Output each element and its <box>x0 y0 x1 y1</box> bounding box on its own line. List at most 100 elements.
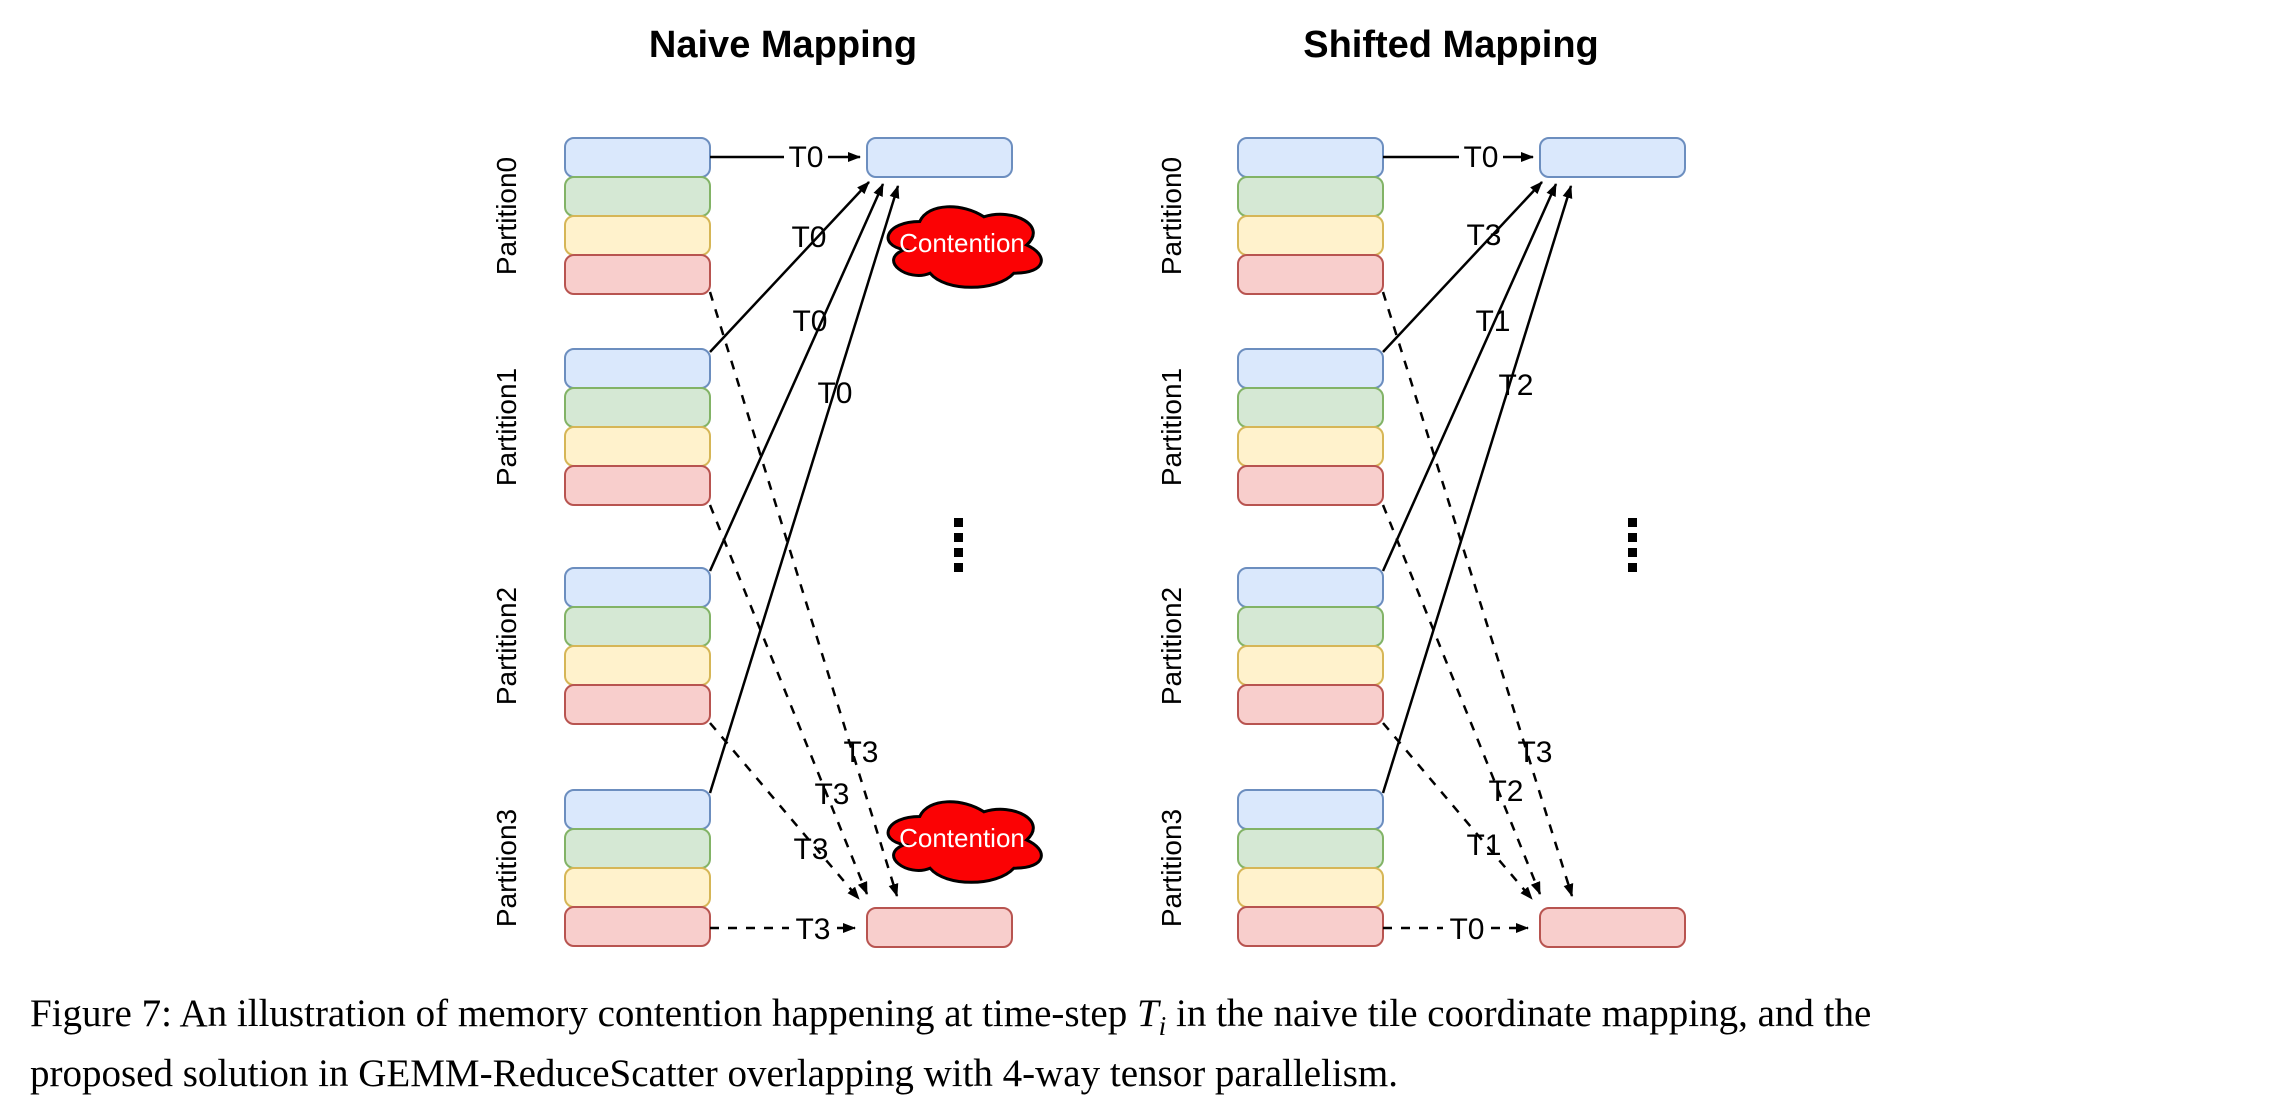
naive-partition3-label: Partition3 <box>491 809 522 927</box>
tile-p2-yellow <box>564 645 711 686</box>
tile-p3-green <box>1237 828 1384 869</box>
tile-p0-yellow <box>564 215 711 256</box>
naive-partition3-tiles <box>564 789 711 947</box>
tile-p1-yellow <box>1237 426 1384 467</box>
naive-top-label-1: T0 <box>791 221 826 254</box>
caption-text-prefix: Figure 7: An illustration of memory cont… <box>30 992 1137 1035</box>
tile-p1-blue <box>564 348 711 389</box>
tile-p3-blue <box>1237 789 1384 830</box>
shifted-arrow-p2-top <box>1381 183 1558 572</box>
shifted-dest-tile-top <box>1539 137 1686 178</box>
naive-partition1-label: Partition1 <box>491 368 522 486</box>
shifted-ellipsis-icon <box>1628 518 1637 572</box>
tile-p0-blue <box>564 137 711 178</box>
shifted-top-label-0: T0 <box>1463 141 1498 174</box>
figure-caption: Figure 7: An illustration of memory cont… <box>30 990 2260 1098</box>
naive-arrow-p1-bottom <box>708 504 869 895</box>
tile-p3-yellow <box>564 867 711 908</box>
ellipsis-dot <box>954 563 963 572</box>
naive-top-label-3: T0 <box>817 377 852 410</box>
tile-p2-blue <box>1237 567 1384 608</box>
cloud-shape-icon <box>886 800 1043 884</box>
naive-partition2-tiles <box>564 567 711 725</box>
shifted-arrow-p3-top <box>1381 185 1573 794</box>
tile-p1-red <box>564 465 711 506</box>
tile-p0-blue <box>1237 137 1384 178</box>
naive-bottom-label-1: T3 <box>814 778 849 811</box>
tile-p0-yellow <box>1237 215 1384 256</box>
tile-p3-yellow <box>1237 867 1384 908</box>
naive-dest-tile-top <box>866 137 1013 178</box>
shifted-bottom-label-0: T3 <box>1517 736 1552 769</box>
shifted-top-label-2: T1 <box>1475 305 1510 338</box>
shifted-arrow-p1-top <box>1382 181 1543 353</box>
naive-t0-label-mask <box>784 141 828 171</box>
contention-cloud-bottom: Contention <box>886 800 1043 884</box>
ellipsis-dot <box>1628 563 1637 572</box>
tile-p2-green <box>564 606 711 647</box>
ellipsis-dot <box>1628 548 1637 557</box>
shifted-partition3-tiles <box>1237 789 1384 947</box>
tile-p3-red <box>564 906 711 947</box>
caption-line1: Figure 7: An illustration of memory cont… <box>30 992 1872 1041</box>
naive-dest-tile-bottom <box>866 907 1013 948</box>
tile-p1-blue <box>1237 348 1384 389</box>
contention-cloud-top: Contention <box>886 205 1043 289</box>
shifted-partition0-tiles <box>1237 137 1384 295</box>
naive-bottom-label-3: T3 <box>795 913 830 946</box>
tile-p2-blue <box>564 567 711 608</box>
caption-math-subscript: i <box>1158 1010 1167 1041</box>
shifted-arrow-p1-bottom <box>1381 504 1542 895</box>
shifted-partition3-label: Partition3 <box>1156 809 1187 927</box>
figure-canvas: Naive Mapping Partition0 Partition1 Part… <box>491 24 1686 948</box>
naive-partition0-label: Partition0 <box>491 157 522 275</box>
contention-bottom-label: Contention <box>899 823 1025 853</box>
naive-mapping-diagram: Naive Mapping Partition0 Partition1 Part… <box>491 24 1043 948</box>
shifted-title: Shifted Mapping <box>1303 24 1599 66</box>
cloud-shape-icon <box>886 205 1043 289</box>
tile-p0-red <box>1237 254 1384 295</box>
shifted-mapping-diagram: Shifted Mapping Partition0 Partition1 Pa… <box>1156 24 1686 948</box>
tile-p3-green <box>564 828 711 869</box>
shifted-partition0-label: Partition0 <box>1156 157 1187 275</box>
tile-p0-green <box>1237 176 1384 217</box>
tile-p2-red <box>564 684 711 725</box>
ellipsis-dot <box>954 518 963 527</box>
tile-p0-green <box>564 176 711 217</box>
shifted-partition1-label: Partition1 <box>1156 368 1187 486</box>
naive-partition0-tiles <box>564 137 711 295</box>
shifted-partition2-label: Partition2 <box>1156 587 1187 705</box>
tile-p1-red <box>1237 465 1384 506</box>
naive-bottom-label-0: T3 <box>843 736 878 769</box>
shifted-bottom-label-2: T1 <box>1466 829 1501 862</box>
tile-p3-red <box>1237 906 1384 947</box>
naive-arrow-p2-bottom <box>709 722 860 900</box>
caption-line2: proposed solution in GEMM-ReduceScatter … <box>30 1051 1398 1095</box>
shifted-arrow-p2-bottom <box>1382 722 1533 900</box>
shifted-dest-tile-bottom <box>1539 907 1686 948</box>
naive-arrow-p3-top <box>708 185 900 794</box>
tile-p2-red <box>1237 684 1384 725</box>
contention-top-label: Contention <box>899 228 1025 258</box>
naive-arrow-p0-bottom <box>708 291 899 897</box>
tile-p2-green <box>1237 606 1384 647</box>
naive-ellipsis-icon <box>954 518 963 572</box>
tile-p1-yellow <box>564 426 711 467</box>
caption-text-suffix: in the naive tile coordinate mapping, an… <box>1166 992 1872 1035</box>
ellipsis-dot <box>954 533 963 542</box>
ellipsis-dot <box>1628 533 1637 542</box>
naive-partition1-tiles <box>564 348 711 506</box>
naive-t3-label-mask <box>789 913 837 943</box>
naive-arrow-p2-top <box>708 183 885 572</box>
naive-top-label-2: T0 <box>792 305 827 338</box>
shifted-bottom-label-1: T2 <box>1488 775 1523 808</box>
tile-p1-green <box>1237 387 1384 428</box>
tile-p2-yellow <box>1237 645 1384 686</box>
shifted-top-label-1: T3 <box>1466 219 1501 252</box>
naive-title: Naive Mapping <box>649 24 917 66</box>
ellipsis-dot <box>1628 518 1637 527</box>
naive-top-label-0: T0 <box>788 141 823 174</box>
shifted-partition2-tiles <box>1237 567 1384 725</box>
shifted-t0-label-mask <box>1459 141 1503 171</box>
